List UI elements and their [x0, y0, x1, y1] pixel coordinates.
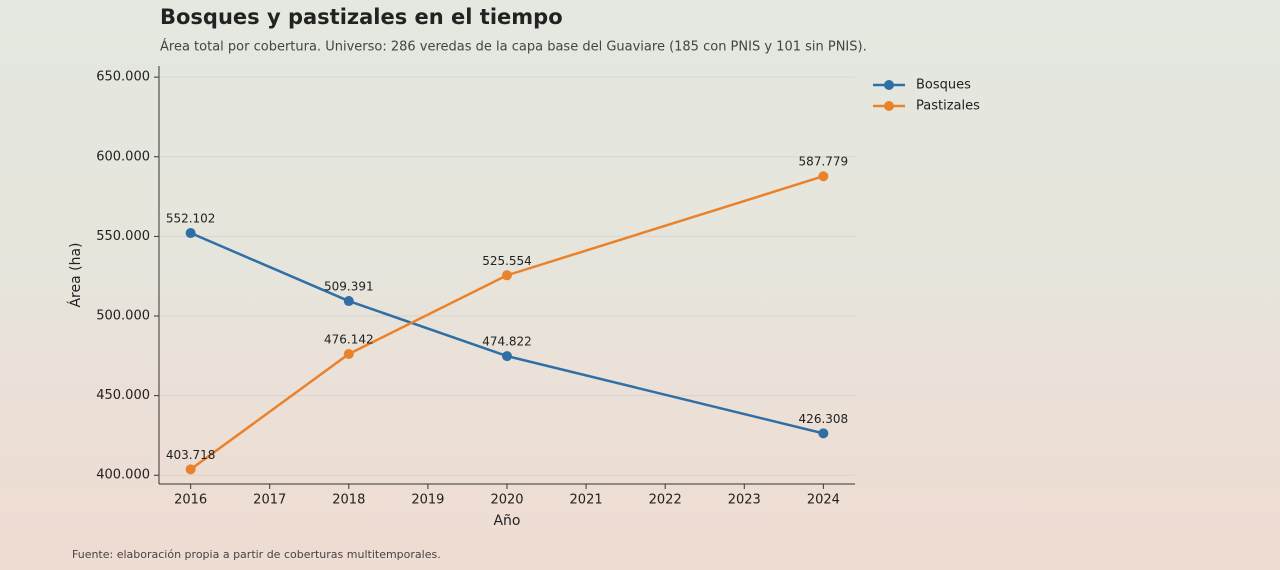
value-label: 476.142	[324, 332, 374, 346]
data-point	[818, 428, 829, 439]
legend-label: Pastizales	[916, 99, 980, 114]
y-axis-label: Área (ha)	[67, 242, 84, 307]
source-note: Fuente: elaboración propia a partir de c…	[72, 548, 441, 561]
x-axis-label: Año	[493, 513, 520, 529]
chart-subtitle: Área total por cobertura. Universo: 286 …	[160, 39, 867, 55]
value-label: 509.391	[324, 280, 374, 294]
x-tick-label: 2017	[253, 493, 286, 508]
x-tick-label: 2019	[411, 493, 444, 508]
legend-marker	[884, 101, 894, 111]
data-point	[818, 171, 829, 182]
y-tick-label: 600.000	[96, 149, 150, 164]
chart-title: Bosques y pastizales en el tiempo	[160, 5, 563, 29]
series-line	[189, 175, 824, 471]
data-point	[343, 296, 354, 307]
x-tick-label: 2018	[332, 493, 365, 508]
legend-marker	[884, 80, 894, 90]
x-tick-label: 2020	[490, 493, 523, 508]
data-point	[185, 464, 196, 475]
x-tick-label: 2023	[728, 493, 761, 508]
value-label: 587.779	[799, 155, 849, 169]
x-tick-label: 2016	[174, 493, 207, 508]
value-label: 474.822	[482, 335, 532, 349]
x-tick-label: 2022	[649, 493, 682, 508]
value-label: 403.718	[166, 448, 216, 462]
data-point	[185, 228, 196, 239]
data-point	[502, 270, 512, 281]
legend-label: Bosques	[916, 78, 971, 93]
y-tick-label: 400.000	[96, 468, 150, 483]
value-label: 525.554	[482, 254, 532, 268]
x-tick-label: 2021	[570, 493, 603, 508]
value-label: 552.102	[166, 212, 216, 226]
data-point	[502, 351, 512, 362]
y-tick-label: 550.000	[96, 229, 150, 244]
series-line	[190, 231, 824, 435]
y-tick-label: 500.000	[96, 309, 150, 324]
value-label: 426.308	[799, 412, 849, 426]
x-tick-label: 2024	[807, 493, 840, 508]
data-point	[343, 348, 354, 359]
y-tick-label: 650.000	[96, 70, 150, 85]
y-tick-label: 450.000	[96, 388, 150, 403]
